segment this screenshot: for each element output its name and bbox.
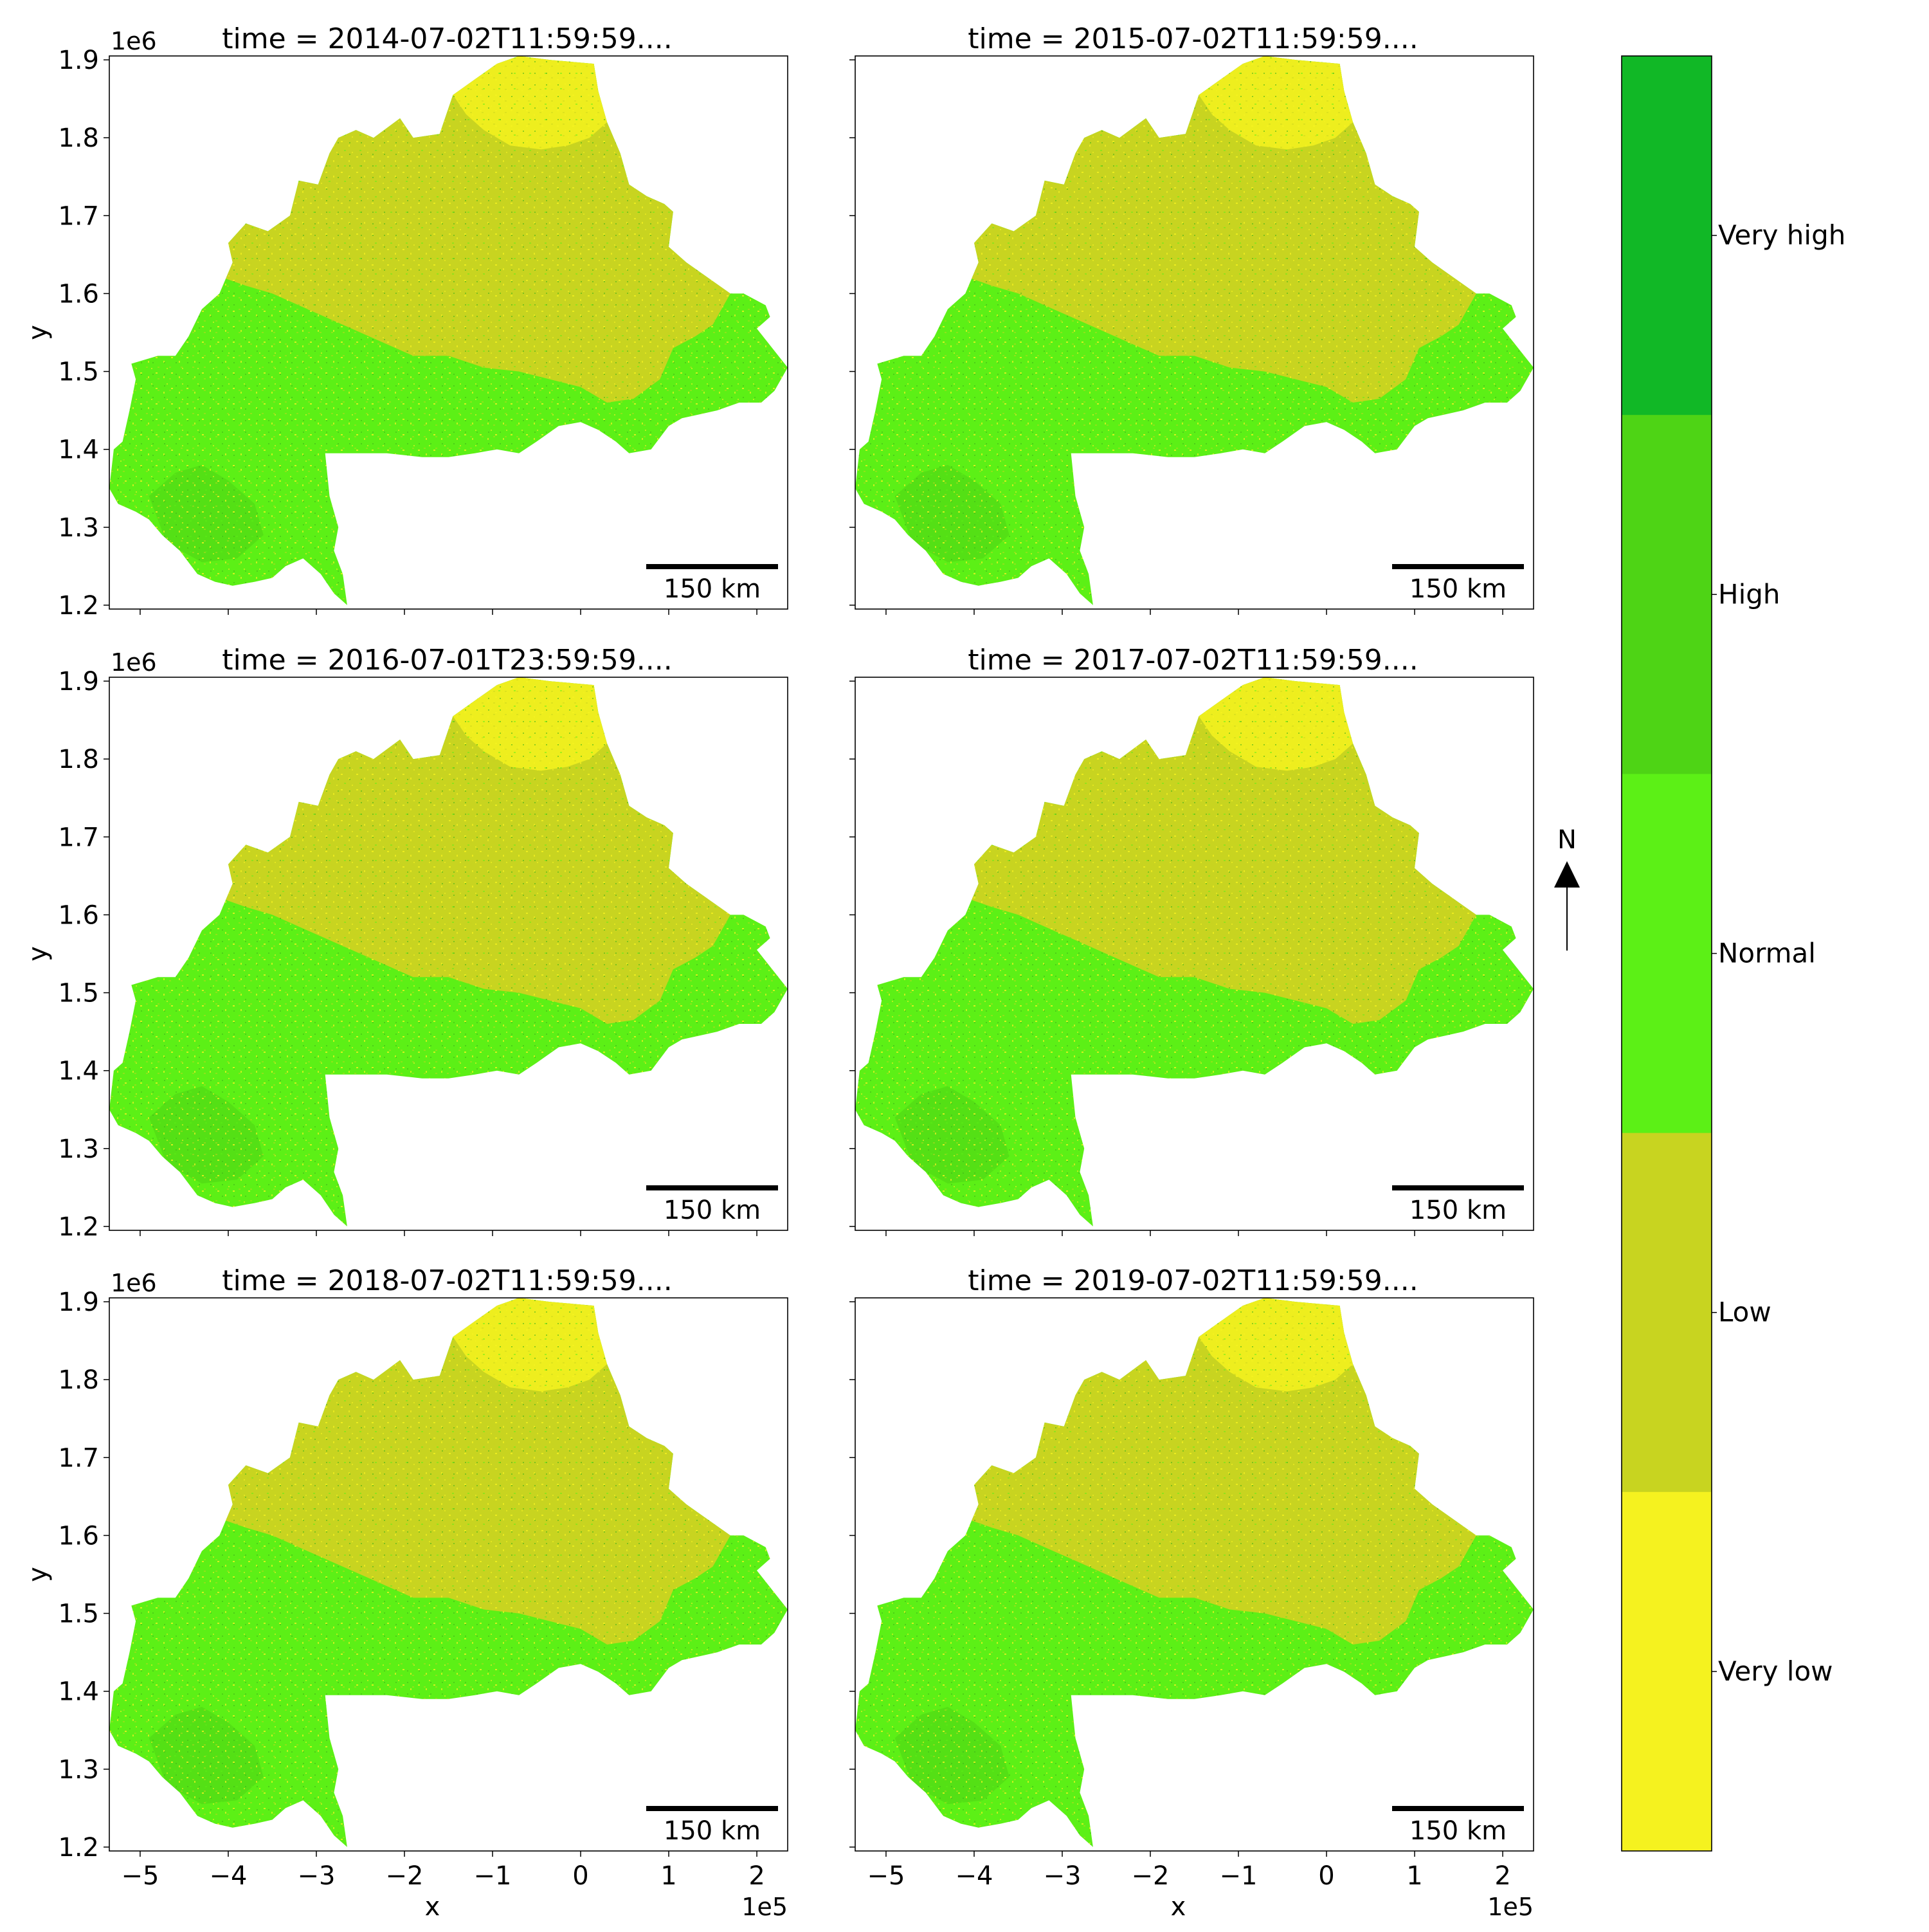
colorbar-segment [1622, 1133, 1712, 1493]
y-tick-label: 1.7 [58, 201, 99, 231]
y-tick-label: 1.5 [58, 358, 99, 387]
map-panel: time = 2016-07-01T23:59:59.... 1.9 1.8 1.7 1… [23, 644, 788, 1242]
y-offset-label: 1e6 [111, 27, 157, 55]
x-tick-label: 0 [572, 1861, 588, 1891]
colorbar-label: High [1718, 578, 1780, 610]
y-tick-label: 1.4 [58, 1677, 99, 1707]
colorbar-frame [1621, 55, 1712, 1852]
north-label: N [1557, 825, 1577, 855]
axes-frame [855, 1297, 1534, 1852]
y-tick-label: 1.9 [58, 667, 99, 697]
panel-title: time = 2018-07-02T11:59:59.... [222, 1264, 672, 1297]
y-tick-label: 1.2 [58, 1833, 99, 1863]
y-tick-label: 1.7 [58, 1443, 99, 1473]
x-axis-label: x [425, 1892, 440, 1922]
colorbar-label: Low [1718, 1297, 1771, 1328]
x-tick-label: −1 [1220, 1861, 1258, 1891]
y-tick-label: 1.6 [58, 279, 99, 309]
scale-bar-label: 150 km [664, 574, 761, 604]
x-axis-label: x [1171, 1892, 1186, 1922]
colorbar-segment [1622, 774, 1712, 1134]
x-tick-label: −4 [209, 1861, 247, 1891]
panel-title: time = 2014-07-02T11:59:59.... [222, 23, 672, 55]
map-panel: time = 2019-07-02T11:59:59.... −5 −4 −3 −2 −1… [849, 1264, 1534, 1922]
y-tick-label: 1.3 [58, 1755, 99, 1785]
y-tick-label: 1.7 [58, 823, 99, 852]
scale-bar-label: 150 km [664, 1816, 761, 1846]
y-tick-label: 1.9 [58, 46, 99, 75]
x-tick-label: 1 [660, 1861, 676, 1891]
x-tick-label: −2 [1132, 1861, 1170, 1891]
y-tick-label: 1.6 [58, 900, 99, 930]
y-tick-label: 1.6 [58, 1521, 99, 1551]
colorbar-segment [1622, 415, 1712, 774]
axes-frame [855, 677, 1534, 1231]
x-tick-label: 0 [1318, 1861, 1334, 1891]
colorbar: Very high High Normal Low Very low [1621, 55, 1845, 1852]
x-tick-label: −5 [867, 1861, 905, 1891]
y-tick-label: 1.3 [58, 513, 99, 543]
texture [855, 56, 1534, 605]
axes-frame [109, 1297, 788, 1852]
colorbar-segment [1622, 56, 1712, 415]
panel-title: time = 2015-07-02T11:59:59.... [968, 23, 1418, 55]
north-arrow-head [1554, 861, 1580, 888]
y-tick-label: 1.2 [58, 591, 99, 621]
north-arrow: N [1554, 825, 1580, 951]
x-tick-label: −2 [386, 1861, 424, 1891]
y-tick-label: 1.4 [58, 1057, 99, 1086]
y-tick-label: 1.8 [58, 745, 99, 774]
y-tick-label: 1.3 [58, 1135, 99, 1164]
y-offset-label: 1e6 [111, 648, 157, 677]
colorbar-label: Very low [1718, 1655, 1833, 1687]
y-tick-label: 1.2 [58, 1212, 99, 1242]
axes-frame [855, 55, 1534, 610]
x-tick-label: 2 [1494, 1861, 1510, 1891]
y-tick-label: 1.4 [58, 435, 99, 465]
y-tick-label: 1.5 [58, 1599, 99, 1629]
scale-bar-label: 150 km [664, 1196, 761, 1225]
y-axis-label: y [23, 325, 53, 340]
colorbar-segment [1622, 1491, 1712, 1852]
y-tick-label: 1.8 [58, 1365, 99, 1395]
scale-bar-label: 150 km [1409, 1196, 1507, 1225]
y-axis-label: y [23, 946, 53, 961]
axes-frame [109, 677, 788, 1231]
x-tick-label: −4 [955, 1861, 993, 1891]
colorbar-label: Very high [1718, 219, 1845, 251]
x-offset-label: 1e5 [1487, 1893, 1534, 1921]
scale-bar-label: 150 km [1409, 574, 1507, 604]
y-axis-label: y [23, 1567, 53, 1582]
map-panel: time = 2014-07-02T11:59:59.... 1.9 1.8 1.7 1… [23, 23, 788, 621]
panel-title: time = 2016-07-01T23:59:59.... [222, 644, 672, 677]
y-offset-label: 1e6 [111, 1269, 157, 1297]
x-offset-label: 1e5 [741, 1893, 788, 1921]
x-tick-label: −5 [121, 1861, 159, 1891]
texture [109, 677, 788, 1226]
scale-bar-label: 150 km [1409, 1816, 1507, 1846]
texture [109, 56, 788, 605]
axes-frame [109, 55, 788, 610]
texture [109, 1298, 788, 1847]
map-panel: time = 2015-07-02T11:59:59.... 150 km [849, 23, 1534, 615]
panel-title: time = 2019-07-02T11:59:59.... [968, 1264, 1418, 1297]
x-tick-label: 2 [748, 1861, 765, 1891]
colorbar-label: Normal [1718, 938, 1816, 969]
texture [855, 1298, 1534, 1847]
texture [855, 677, 1534, 1226]
x-tick-label: −3 [1043, 1861, 1081, 1891]
y-tick-label: 1.8 [58, 123, 99, 153]
x-tick-label: 1 [1406, 1861, 1422, 1891]
y-tick-label: 1.9 [58, 1288, 99, 1317]
y-tick-label: 1.5 [58, 979, 99, 1008]
map-panel: time = 2017-07-02T11:59:59.... 150 km [849, 644, 1534, 1236]
x-tick-label: −1 [474, 1861, 512, 1891]
map-panel: time = 2018-07-02T11:59:59.... 1.9 1.8 1.7 1… [23, 1264, 788, 1922]
x-tick-label: −3 [297, 1861, 335, 1891]
panel-title: time = 2017-07-02T11:59:59.... [968, 644, 1418, 677]
